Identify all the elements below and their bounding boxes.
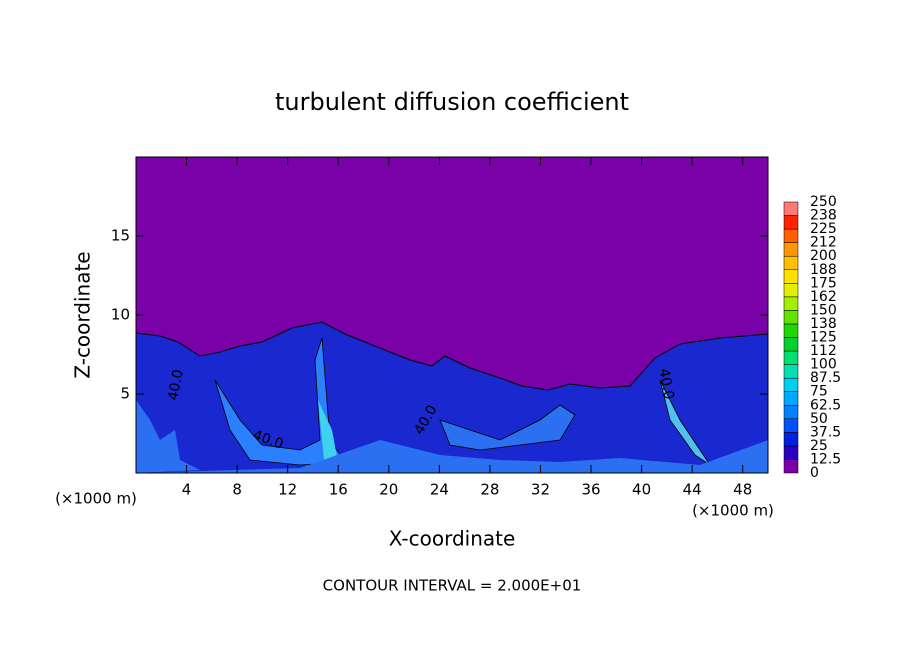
colorbar-swatch (783, 337, 799, 352)
colorbar-label: 112 (810, 343, 837, 359)
field-region (135, 321, 769, 474)
y-tick-label: 5 (120, 385, 130, 403)
field (135, 156, 769, 474)
colorbar-label: 50 (810, 411, 828, 427)
colorbar-swatch (783, 405, 799, 420)
field-region (136, 400, 200, 473)
x-tick-label: 12 (278, 481, 297, 499)
colorbar-swatch (783, 242, 799, 257)
x-tick-label: 40 (632, 481, 651, 499)
field-region (214, 337, 346, 466)
colorbar-label: 150 (810, 302, 837, 318)
colorbar-label: 100 (810, 357, 837, 373)
field-region (439, 404, 576, 451)
colorbar-swatch (783, 364, 799, 379)
field-region (136, 440, 768, 473)
colorbar-label: 0 (810, 465, 819, 481)
colorbar-swatch (783, 418, 799, 433)
x-unit: (×1000 m) (692, 502, 774, 520)
colorbar-swatch (783, 377, 799, 392)
x-tick-label: 4 (182, 481, 192, 499)
x-tick-label: 24 (430, 481, 449, 499)
x-tick-label: 36 (581, 481, 600, 499)
x-tick-label: 20 (379, 481, 398, 499)
colorbar-label: 12.5 (810, 451, 841, 467)
colorbar-label: 125 (810, 330, 837, 346)
colorbar-label: 162 (810, 289, 837, 305)
x-tick-label: 28 (480, 481, 499, 499)
colorbar-label: 200 (810, 248, 837, 264)
contour-label: 40.0 (165, 368, 186, 401)
colorbar-label: 138 (810, 316, 837, 332)
colorbar-label: 37.5 (810, 424, 841, 440)
colorbar-swatch (783, 432, 799, 447)
colorbar-swatch (783, 255, 799, 271)
x-tick-label: 16 (329, 481, 348, 499)
colorbar-label: 62.5 (810, 397, 841, 413)
colorbar-swatch (783, 310, 799, 325)
field-region (318, 400, 340, 473)
colorbar-label: 212 (810, 235, 837, 251)
colorbar-swatch (783, 323, 799, 338)
chart-title: turbulent diffusion coefficient (275, 88, 629, 116)
colorbar-swatch (783, 201, 799, 216)
colorbar-label: 225 (810, 221, 837, 237)
colorbar-swatch (783, 445, 799, 460)
y-tick-label: 10 (111, 306, 130, 324)
colorbar-swatch (783, 228, 799, 243)
footer-note: CONTOUR INTERVAL = 2.000E+01 (323, 577, 582, 595)
colorbar-label: 87.5 (810, 370, 841, 386)
colorbar-swatch (783, 391, 799, 406)
x-tick-label: 48 (733, 481, 752, 499)
colorbar-label: 238 (810, 208, 837, 224)
contour-label: 40.0 (655, 367, 676, 400)
colorbar-label: 250 (810, 194, 837, 210)
colorbar-swatch (783, 215, 799, 230)
y-axis-label: Z-coordinate (71, 251, 95, 378)
colorbar-label: 175 (810, 275, 837, 291)
x-tick-label: 44 (683, 481, 702, 499)
x-tick-label: 8 (232, 481, 242, 499)
x-tick-label: 32 (531, 481, 550, 499)
colorbar-swatch (783, 283, 799, 298)
y-tick-label: 15 (111, 227, 130, 245)
x-unit: (×1000 m) (55, 490, 137, 508)
colorbar-label: 25 (810, 438, 828, 454)
colorbar-swatch (783, 296, 799, 311)
colorbar-swatch (783, 350, 799, 365)
colorbar-swatch (783, 269, 799, 284)
colorbar-swatch (783, 459, 799, 474)
x-axis-label: X-coordinate (389, 527, 516, 551)
colorbar-label: 188 (810, 262, 837, 278)
colorbar-label: 75 (810, 384, 828, 400)
